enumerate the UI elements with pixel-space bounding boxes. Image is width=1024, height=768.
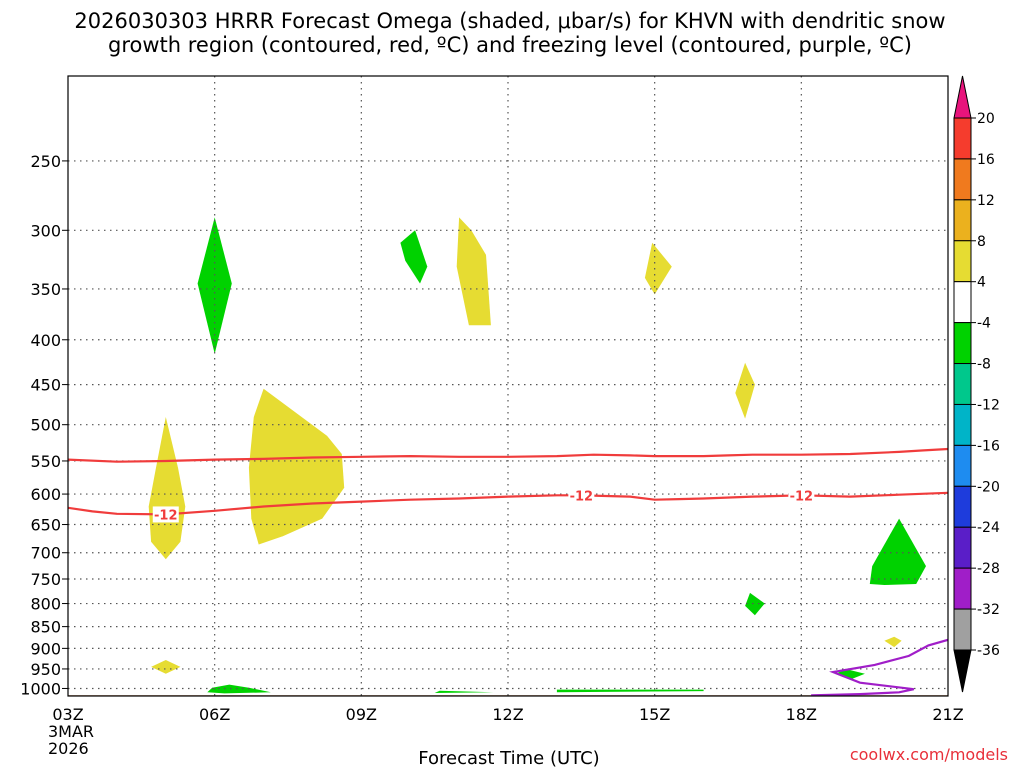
freezing-contour-freezing-line: [811, 638, 948, 696]
colorbar-label-1: 16: [977, 152, 995, 168]
omega-region-yellow-0500-945: [151, 660, 181, 674]
omega-region-green-1000-305: [400, 230, 428, 284]
y-tick-label-350: 350: [30, 280, 61, 299]
x-tick-label-18Z: 18Z: [786, 705, 817, 724]
omega-region-yellow-0500-600: [148, 417, 186, 560]
y-tick-label-950: 950: [30, 660, 61, 679]
x-tick-label-03Z: 03Z: [52, 705, 83, 724]
colorbar-label-5: -4: [977, 316, 991, 332]
dgz-label-bg-1: [568, 487, 595, 504]
colorbar-bin-0: [953, 117, 972, 160]
y-tick-label-750: 750: [30, 570, 61, 589]
contour-lines: -12 -12 -12: [68, 447, 948, 696]
colorbar-label-4: 4: [977, 275, 986, 291]
omega-region-green-1100-1008: [434, 690, 494, 693]
omega-region-green-1700-715: [869, 518, 926, 585]
colorbar-bin-7: [953, 403, 972, 446]
y-tick-label-500: 500: [30, 416, 61, 435]
x-tick-label-12Z: 12Z: [492, 705, 523, 724]
colorbar-bin-1: [953, 158, 972, 201]
chart-title-line-1: 2026030303 HRRR Forecast Omega (shaded, …: [74, 9, 945, 33]
x-tick-label-15Z: 15Z: [639, 705, 670, 724]
dgz-contour-label-2: -12: [790, 489, 814, 504]
colorbar-label-0: 20: [977, 111, 995, 127]
chart-title-line-2: growth region (contoured, red, ºC) and f…: [108, 33, 912, 57]
colorbar-label-11: -28: [977, 561, 1000, 577]
colorbar-label-13: -36: [977, 643, 1000, 659]
colorbar-bin-2: [953, 199, 972, 242]
dgz-label-bg-2: [788, 487, 815, 504]
colorbar-bin-3: [953, 240, 972, 283]
dgz-contour-dgz-upper: [68, 447, 948, 463]
omega-region-green-1600-960: [835, 668, 865, 680]
omega-region-green-0605-300: [197, 217, 232, 354]
dgz-label-bg-0: [152, 506, 179, 523]
omega-region-green-1400-1006: [556, 689, 704, 693]
y-tick-label-900: 900: [30, 639, 61, 658]
colorbar-label-3: 8: [977, 234, 986, 250]
x-tick-label-06Z: 06Z: [199, 705, 230, 724]
y-tick-label-250: 250: [30, 152, 61, 171]
colorbar-label-9: -20: [977, 479, 1000, 495]
colorbar-bin-8: [953, 444, 972, 487]
dgz-contour-label-0: -12: [154, 508, 178, 523]
colorbar-label-6: -8: [977, 357, 991, 373]
colorbar-bin-12: [953, 608, 972, 651]
x-date-line-1: 3MAR: [48, 722, 94, 741]
y-tick-label-450: 450: [30, 376, 61, 395]
colorbar-label-7: -12: [977, 397, 1000, 413]
colorbar-bin-5: [953, 322, 972, 365]
dgz-contour-label-1: -12: [570, 489, 594, 504]
omega-region-yellow-1700-890: [884, 636, 902, 648]
colorbar-label-2: 12: [977, 193, 995, 209]
y-tick-label-1000: 1000: [20, 679, 61, 698]
x-date-line-2: 2026: [48, 739, 89, 758]
y-tick-label-700: 700: [30, 544, 61, 563]
colorbar-label-12: -32: [977, 602, 1000, 618]
omega-region-yellow-1500-330: [644, 242, 672, 295]
colorbar-bin-11: [953, 567, 972, 610]
colorbar-label-8: -16: [977, 438, 1000, 454]
y-tick-label-550: 550: [30, 452, 61, 471]
colorbar-label-10: -24: [977, 520, 1000, 536]
plot-area: 250 300 350 400 450 500 550 600 650 700 750 800 850 9…: [20, 75, 964, 724]
credit-text: coolwx.com/models: [850, 745, 1008, 764]
x-axis-title: Forecast Time (UTC): [418, 748, 599, 768]
x-tick-label-09Z: 09Z: [346, 705, 377, 724]
y-tick-label-400: 400: [30, 331, 61, 350]
colorbar-bin-6: [953, 363, 972, 405]
colorbar-bottom-extension: [953, 649, 972, 693]
omega-region-green-1400-800: [745, 592, 765, 616]
y-tick-label-650: 650: [30, 516, 61, 535]
colorbar: 20 16 12 8 4 -4 -8 -12 -16 -20 -24 -28 -32 -36: [953, 75, 1000, 693]
y-tick-label-850: 850: [30, 618, 61, 637]
colorbar-bin-4: [953, 281, 972, 324]
omega-region-yellow-0800-560: [248, 388, 345, 545]
x-tick-label-21Z: 21Z: [932, 705, 963, 724]
y-tick-label-300: 300: [30, 221, 61, 240]
y-tick-label-800: 800: [30, 595, 61, 614]
omega-region-yellow-1400-450: [735, 362, 755, 419]
colorbar-bin-10: [953, 526, 972, 569]
dgz-contour-dgz-lower: [68, 491, 948, 516]
omega-region-yellow-1100-340: [456, 217, 491, 326]
omega-region-green-0600-1005: [207, 684, 271, 694]
colorbar-top-extension: [953, 75, 972, 119]
y-tick-label-600: 600: [30, 485, 61, 504]
colorbar-bin-9: [953, 485, 972, 528]
plot-frame: [67, 75, 949, 697]
